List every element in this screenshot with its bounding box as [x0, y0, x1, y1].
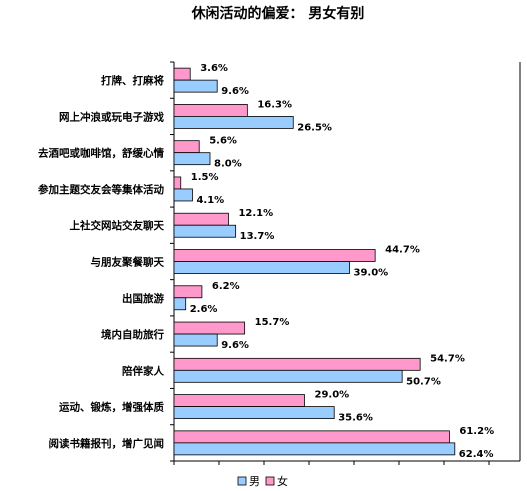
legend-label-male: 男 [249, 475, 260, 488]
bar-male [173, 406, 335, 419]
category-label: 境内自助旅行 [101, 328, 164, 341]
bar-female [173, 176, 182, 190]
category-label: 参加主题交友会等集体活动 [38, 183, 164, 196]
category-label: 去酒吧或咖啡馆，舒缓心情 [38, 147, 164, 160]
bar-male [173, 79, 218, 93]
data-label-female: 44.7% [385, 245, 420, 256]
plot-area: 打牌、打麻将 3.6% 9.6% 网上冲浪或玩电子游戏 16.3% 26.5% 去酒吧或咖啡… [38, 61, 521, 465]
bar-female [173, 104, 248, 117]
data-label-male: 2.6% [190, 304, 218, 315]
category-label: 与朋友聚餐聊天 [91, 256, 165, 269]
category-label: 上社交网站交友聊天 [70, 219, 165, 232]
data-label-male: 39.0% [354, 268, 389, 279]
data-label-male: 26.5% [297, 122, 332, 133]
bar-female [173, 430, 450, 444]
data-label-female: 6.2% [212, 281, 240, 292]
bar-female [173, 140, 200, 154]
data-label-male: 50.7% [406, 376, 441, 387]
data-label-male: 13.7% [240, 231, 275, 242]
bar-male [173, 297, 187, 311]
bar-female [173, 394, 305, 407]
bar-male [173, 188, 193, 202]
bar-male [173, 261, 350, 274]
legend: 男 女 [237, 474, 288, 488]
data-label-male: 9.6% [221, 340, 249, 351]
data-label-female: 3.6% [200, 63, 228, 74]
data-label-female: 16.3% [257, 99, 292, 110]
bar-female [173, 321, 246, 335]
data-label-female: 5.6% [209, 136, 237, 147]
legend-swatch-female [265, 476, 275, 486]
category-label: 陪伴家人 [122, 364, 164, 377]
data-label-male: 4.1% [196, 195, 224, 206]
data-label-male: 9.6% [221, 86, 249, 97]
legend-swatch-male [237, 476, 247, 486]
data-label-female: 29.0% [315, 390, 350, 401]
category-label: 出国旅游 [122, 292, 164, 305]
data-label-female: 15.7% [255, 317, 290, 328]
legend-label-female: 女 [277, 474, 288, 488]
data-label-male: 35.6% [338, 413, 373, 424]
category-label: 运动、锻炼，增强体质 [59, 401, 164, 414]
bar-male [173, 333, 218, 347]
bar-female [173, 249, 376, 262]
category-label: 打牌、打麻将 [101, 74, 164, 87]
data-label-male: 8.0% [214, 159, 242, 170]
bar-female [173, 357, 421, 371]
data-label-female: 61.2% [459, 426, 494, 437]
bar-male [173, 224, 237, 238]
data-label-male: 62.4% [459, 449, 494, 460]
bar-male [173, 152, 211, 166]
category-label: 阅读书籍报刊，增广见闻 [49, 437, 165, 450]
bar-male [173, 369, 403, 383]
data-label-female: 1.5% [191, 172, 219, 183]
bar-female [173, 67, 191, 81]
data-label-female: 12.1% [238, 208, 273, 219]
data-label-female: 54.7% [430, 353, 465, 364]
bar-male [173, 442, 456, 456]
bar-female [173, 285, 203, 299]
bar-female [173, 212, 229, 226]
category-label: 网上冲浪或玩电子游戏 [59, 110, 164, 123]
bar-male [173, 116, 294, 129]
chart-title: 休闲活动的偏爱： 男女有别 [191, 5, 365, 22]
